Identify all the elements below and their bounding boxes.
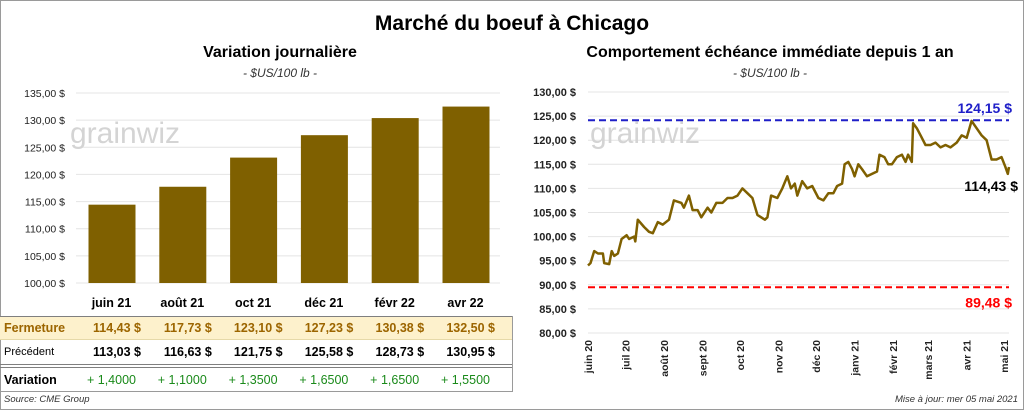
high-label: 124,15 $ [958, 100, 1013, 116]
y-tick-label: 110,00 $ [534, 183, 576, 195]
line-chart-subtitle: - $US/100 lb - [732, 66, 808, 80]
y-tick-label: 85,00 $ [539, 304, 576, 316]
table-header: juin 21 août 21 oct 21 déc 21 févr 22 avr 22 [0, 292, 512, 314]
x-tick-label: sept 20 [698, 340, 710, 376]
table-right-border [512, 316, 513, 392]
y-tick-label: 105,00 $ [24, 251, 65, 263]
table-cell: 130,95 $ [446, 345, 495, 359]
x-tick-label: avr 21 [962, 340, 974, 371]
x-tick-label: nov 20 [774, 340, 786, 373]
table-bottom-divider [0, 391, 512, 392]
x-tick-label: juil 20 [620, 340, 632, 371]
x-tick-label: août 20 [659, 340, 671, 377]
y-tick-label: 115,00 $ [25, 197, 65, 209]
bar-chart-title: Variation journalière [203, 44, 357, 61]
table-cell: + 1,1000 [157, 373, 207, 387]
x-tick-label: juin 20 [583, 340, 595, 374]
x-tick-label: janv 21 [850, 340, 862, 377]
table-cell: 117,73 $ [163, 321, 212, 335]
table-cell: + 1,6500 [370, 373, 420, 387]
table-cell: 116,63 $ [163, 345, 212, 359]
table-cell: + 1,5500 [440, 373, 490, 387]
bar-chart-subtitle: - $US/100 lb - [242, 66, 318, 80]
y-tick-label: 80,00 $ [539, 328, 576, 340]
table-row-précédent: Précédent 113,03 $ 116,63 $ 121,75 $ 125,58 … [0, 341, 512, 363]
column-header: déc 21 [304, 296, 344, 310]
watermark-logo: grainwiz [70, 117, 180, 150]
table-cell: + 1,4000 [86, 373, 136, 387]
y-tick-label: 130,00 $ [533, 87, 576, 99]
source-note: Source: CME Group [4, 394, 90, 405]
price-line [587, 119, 1011, 267]
y-tick-label: 130,00 $ [24, 115, 65, 127]
bar [371, 118, 419, 283]
bar [300, 135, 348, 283]
bar [159, 186, 207, 283]
y-tick-label: 120,00 $ [24, 169, 65, 181]
x-tick-label: oct 20 [735, 340, 747, 371]
column-header: avr 22 [447, 296, 484, 310]
y-tick-label: 110,00 $ [25, 224, 65, 236]
table-cell: 125,58 $ [304, 345, 354, 359]
bar [442, 106, 490, 283]
y-tick-label: 125,00 $ [24, 142, 65, 154]
table-row-fermeture: Fermeture 114,43 $ 117,73 $ 123,10 $ 127,23 … [0, 316, 512, 340]
y-tick-label: 105,00 $ [533, 208, 576, 220]
row-label: Variation [4, 373, 57, 387]
bar-chart: 100,00 $ 105,00 $ 110,00 $ 115,00 $ 120,00 $… [24, 88, 500, 290]
table-row-variation: Variation + 1,4000 + 1,1000 + 1,3500 + 1,650… [0, 369, 512, 391]
table-cell: 121,75 $ [233, 345, 283, 359]
y-tick-label: 100,00 $ [533, 232, 576, 244]
y-tick-label: 115,00 $ [534, 159, 576, 171]
x-tick-label: mars 21 [923, 340, 935, 380]
table-cell: 127,23 $ [304, 321, 354, 335]
bar [230, 157, 278, 283]
table-cell: 114,43 $ [93, 321, 141, 335]
row-label: Précédent [4, 346, 55, 358]
line-chart-title: Comportement échéance immédiate depuis 1… [586, 44, 954, 61]
main-title: Marché du boeuf à Chicago [374, 12, 650, 35]
watermark-logo: grainwiz [590, 117, 700, 150]
y-tick-label: 95,00 $ [539, 256, 576, 268]
y-tick-label: 135,00 $ [24, 88, 65, 100]
table-cell: + 1,3500 [228, 373, 278, 387]
column-header: juin 21 [91, 296, 132, 310]
table-cell: + 1,6500 [299, 373, 349, 387]
table-cell: 128,73 $ [375, 345, 425, 359]
bar [88, 204, 136, 283]
table-cell: 123,10 $ [233, 321, 283, 335]
line-chart: 80,00 $ 85,00 $ 90,00 $ 95,00 $ 100,00 $ 105,… [533, 87, 1018, 380]
last-price-label: 114,43 $ [964, 178, 1018, 194]
column-header: août 21 [160, 296, 205, 310]
column-header: oct 21 [235, 296, 272, 310]
row-label: Fermeture [4, 321, 66, 335]
low-label: 89,48 $ [965, 294, 1012, 310]
table-cell: 132,50 $ [446, 321, 495, 335]
y-tick-label: 125,00 $ [533, 111, 576, 123]
y-tick-label: 90,00 $ [539, 280, 576, 292]
x-tick-label: déc 20 [811, 340, 823, 373]
x-tick-label: févr 21 [888, 340, 900, 374]
y-tick-label: 100,00 $ [24, 278, 65, 290]
table-cell: 130,38 $ [375, 321, 425, 335]
double-divider [0, 364, 512, 368]
table-cell: 113,03 $ [93, 345, 141, 359]
column-header: févr 22 [374, 296, 415, 310]
y-tick-label: 120,00 $ [533, 135, 576, 147]
x-tick-label: mai 21 [999, 340, 1011, 373]
update-note: Mise à jour: mer 05 mai 2021 [894, 394, 1018, 405]
